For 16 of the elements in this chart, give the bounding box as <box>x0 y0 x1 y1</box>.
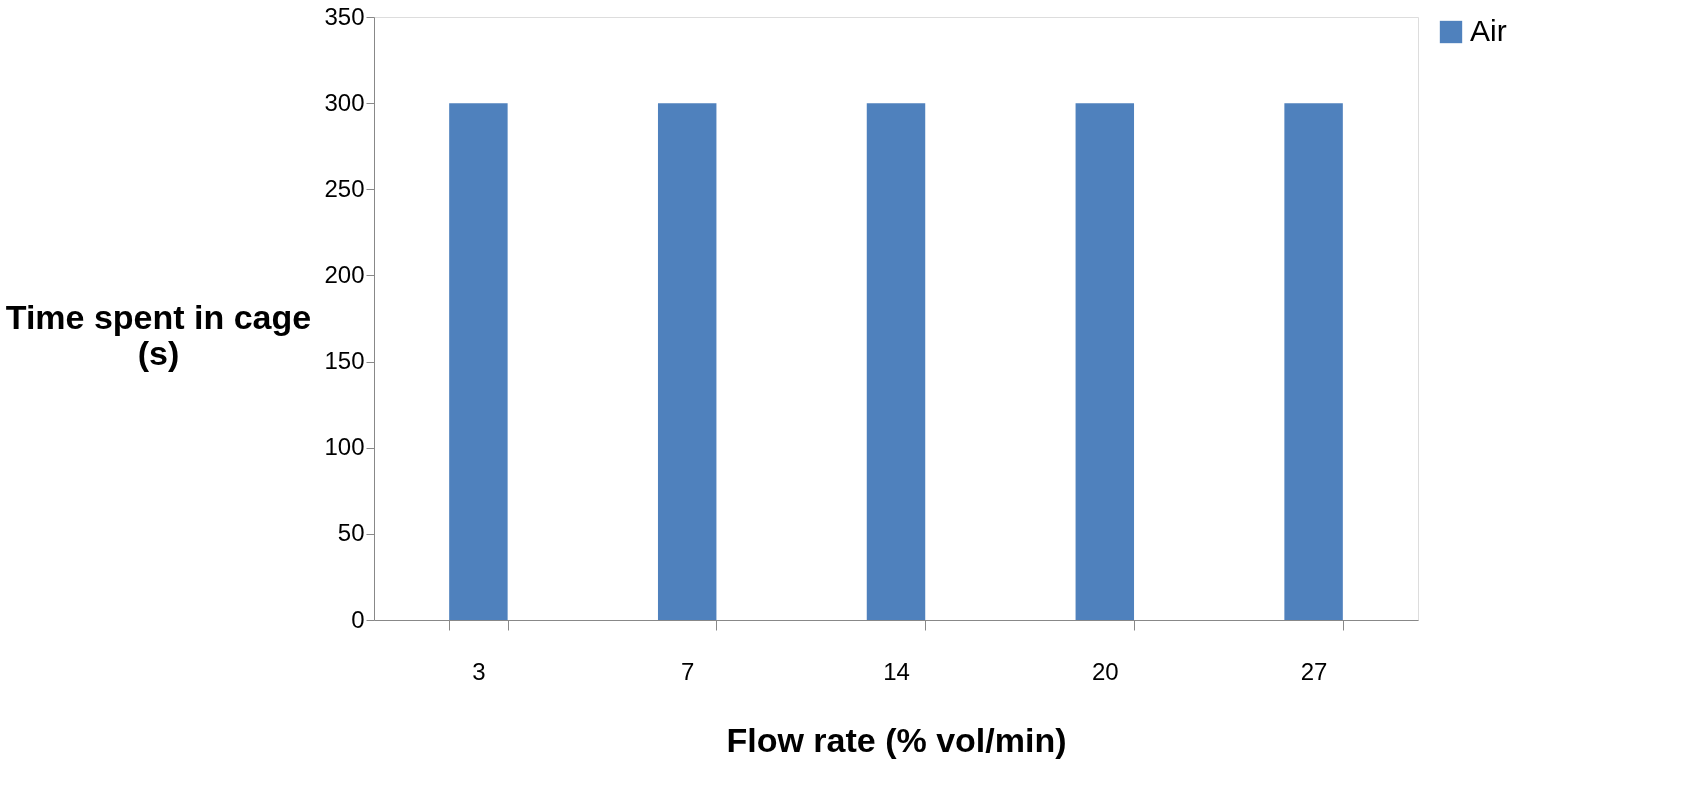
x-axis-title: Flow rate (% vol/min) <box>726 720 1067 759</box>
y-tick-label: 200 <box>324 260 365 288</box>
y-tick-label: 300 <box>324 88 365 116</box>
y-tick-label: 100 <box>324 433 365 461</box>
x-tick-label: 14 <box>883 657 910 685</box>
y-tick-label: 0 <box>351 605 365 633</box>
x-tick-label: 3 <box>472 657 486 685</box>
y-tick-label: 150 <box>324 347 365 375</box>
legend-label: Air <box>1470 14 1507 47</box>
y-tick-label: 350 <box>324 2 365 30</box>
x-tick-label: 20 <box>1091 657 1119 685</box>
y-tick-label: 50 <box>337 519 365 547</box>
x-tick-label: 7 <box>681 657 695 685</box>
y-tick-label: 250 <box>324 174 365 202</box>
y-axis-title: Time spent in cage (s) <box>5 298 312 372</box>
x-tick-label: 27 <box>1300 657 1328 685</box>
